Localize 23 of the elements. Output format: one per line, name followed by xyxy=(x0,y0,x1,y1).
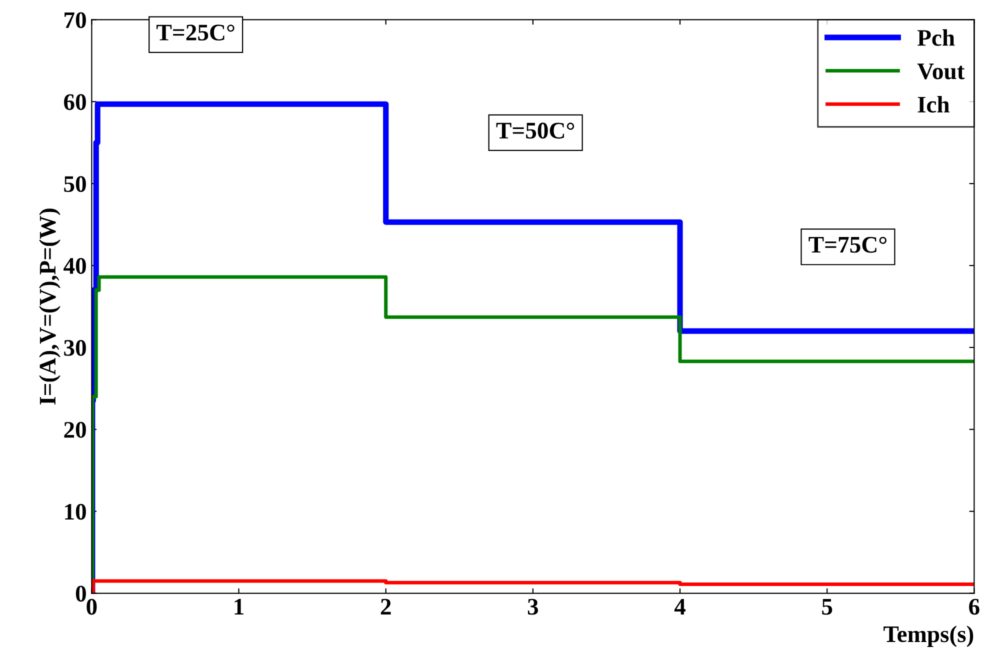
y-tick-label: 30 xyxy=(64,340,86,356)
x-tick-label: 6 xyxy=(969,598,980,615)
legend-label: Ich xyxy=(918,96,950,113)
legend-label: Pch xyxy=(917,29,955,46)
x-tick-label: 5 xyxy=(822,599,832,615)
legend-label: Vout xyxy=(917,64,965,80)
y-tick-label: 50 xyxy=(64,176,86,192)
y-tick-label: 10 xyxy=(65,504,86,520)
y-tick-label: 70 xyxy=(64,12,86,28)
x-tick-label: 1 xyxy=(234,598,244,615)
annotation: T=25C° xyxy=(156,24,234,41)
y-tick-label: 0 xyxy=(76,586,86,602)
annotation: T=75C° xyxy=(808,236,886,253)
y-tick-label: 20 xyxy=(64,422,86,438)
x-tick-label: 4 xyxy=(674,598,686,615)
x-axis-title: Temps(s) xyxy=(884,626,974,647)
y-tick-label: 60 xyxy=(64,94,86,110)
x-tick-label: 3 xyxy=(528,598,538,615)
x-tick-label: 0 xyxy=(86,598,97,615)
annotation: T=50C° xyxy=(496,122,574,139)
y-axis-title: I=(A),V=(V),P=(W) xyxy=(39,208,60,405)
x-tick-label: 2 xyxy=(380,598,391,615)
y-tick-label: 40 xyxy=(64,258,86,274)
